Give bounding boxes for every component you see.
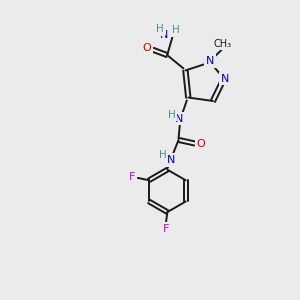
- Text: H: H: [159, 150, 167, 160]
- Text: N: N: [221, 74, 230, 84]
- Text: N: N: [167, 155, 175, 165]
- Text: H: H: [156, 25, 164, 34]
- Text: F: F: [129, 172, 136, 182]
- Text: H: H: [172, 26, 179, 35]
- Text: H: H: [168, 110, 176, 120]
- Text: N: N: [206, 56, 214, 66]
- Text: F: F: [163, 224, 169, 234]
- Text: O: O: [142, 43, 151, 53]
- Text: N: N: [160, 30, 168, 40]
- Text: CH₃: CH₃: [214, 38, 232, 49]
- Text: O: O: [197, 139, 206, 149]
- Text: N: N: [175, 114, 184, 124]
